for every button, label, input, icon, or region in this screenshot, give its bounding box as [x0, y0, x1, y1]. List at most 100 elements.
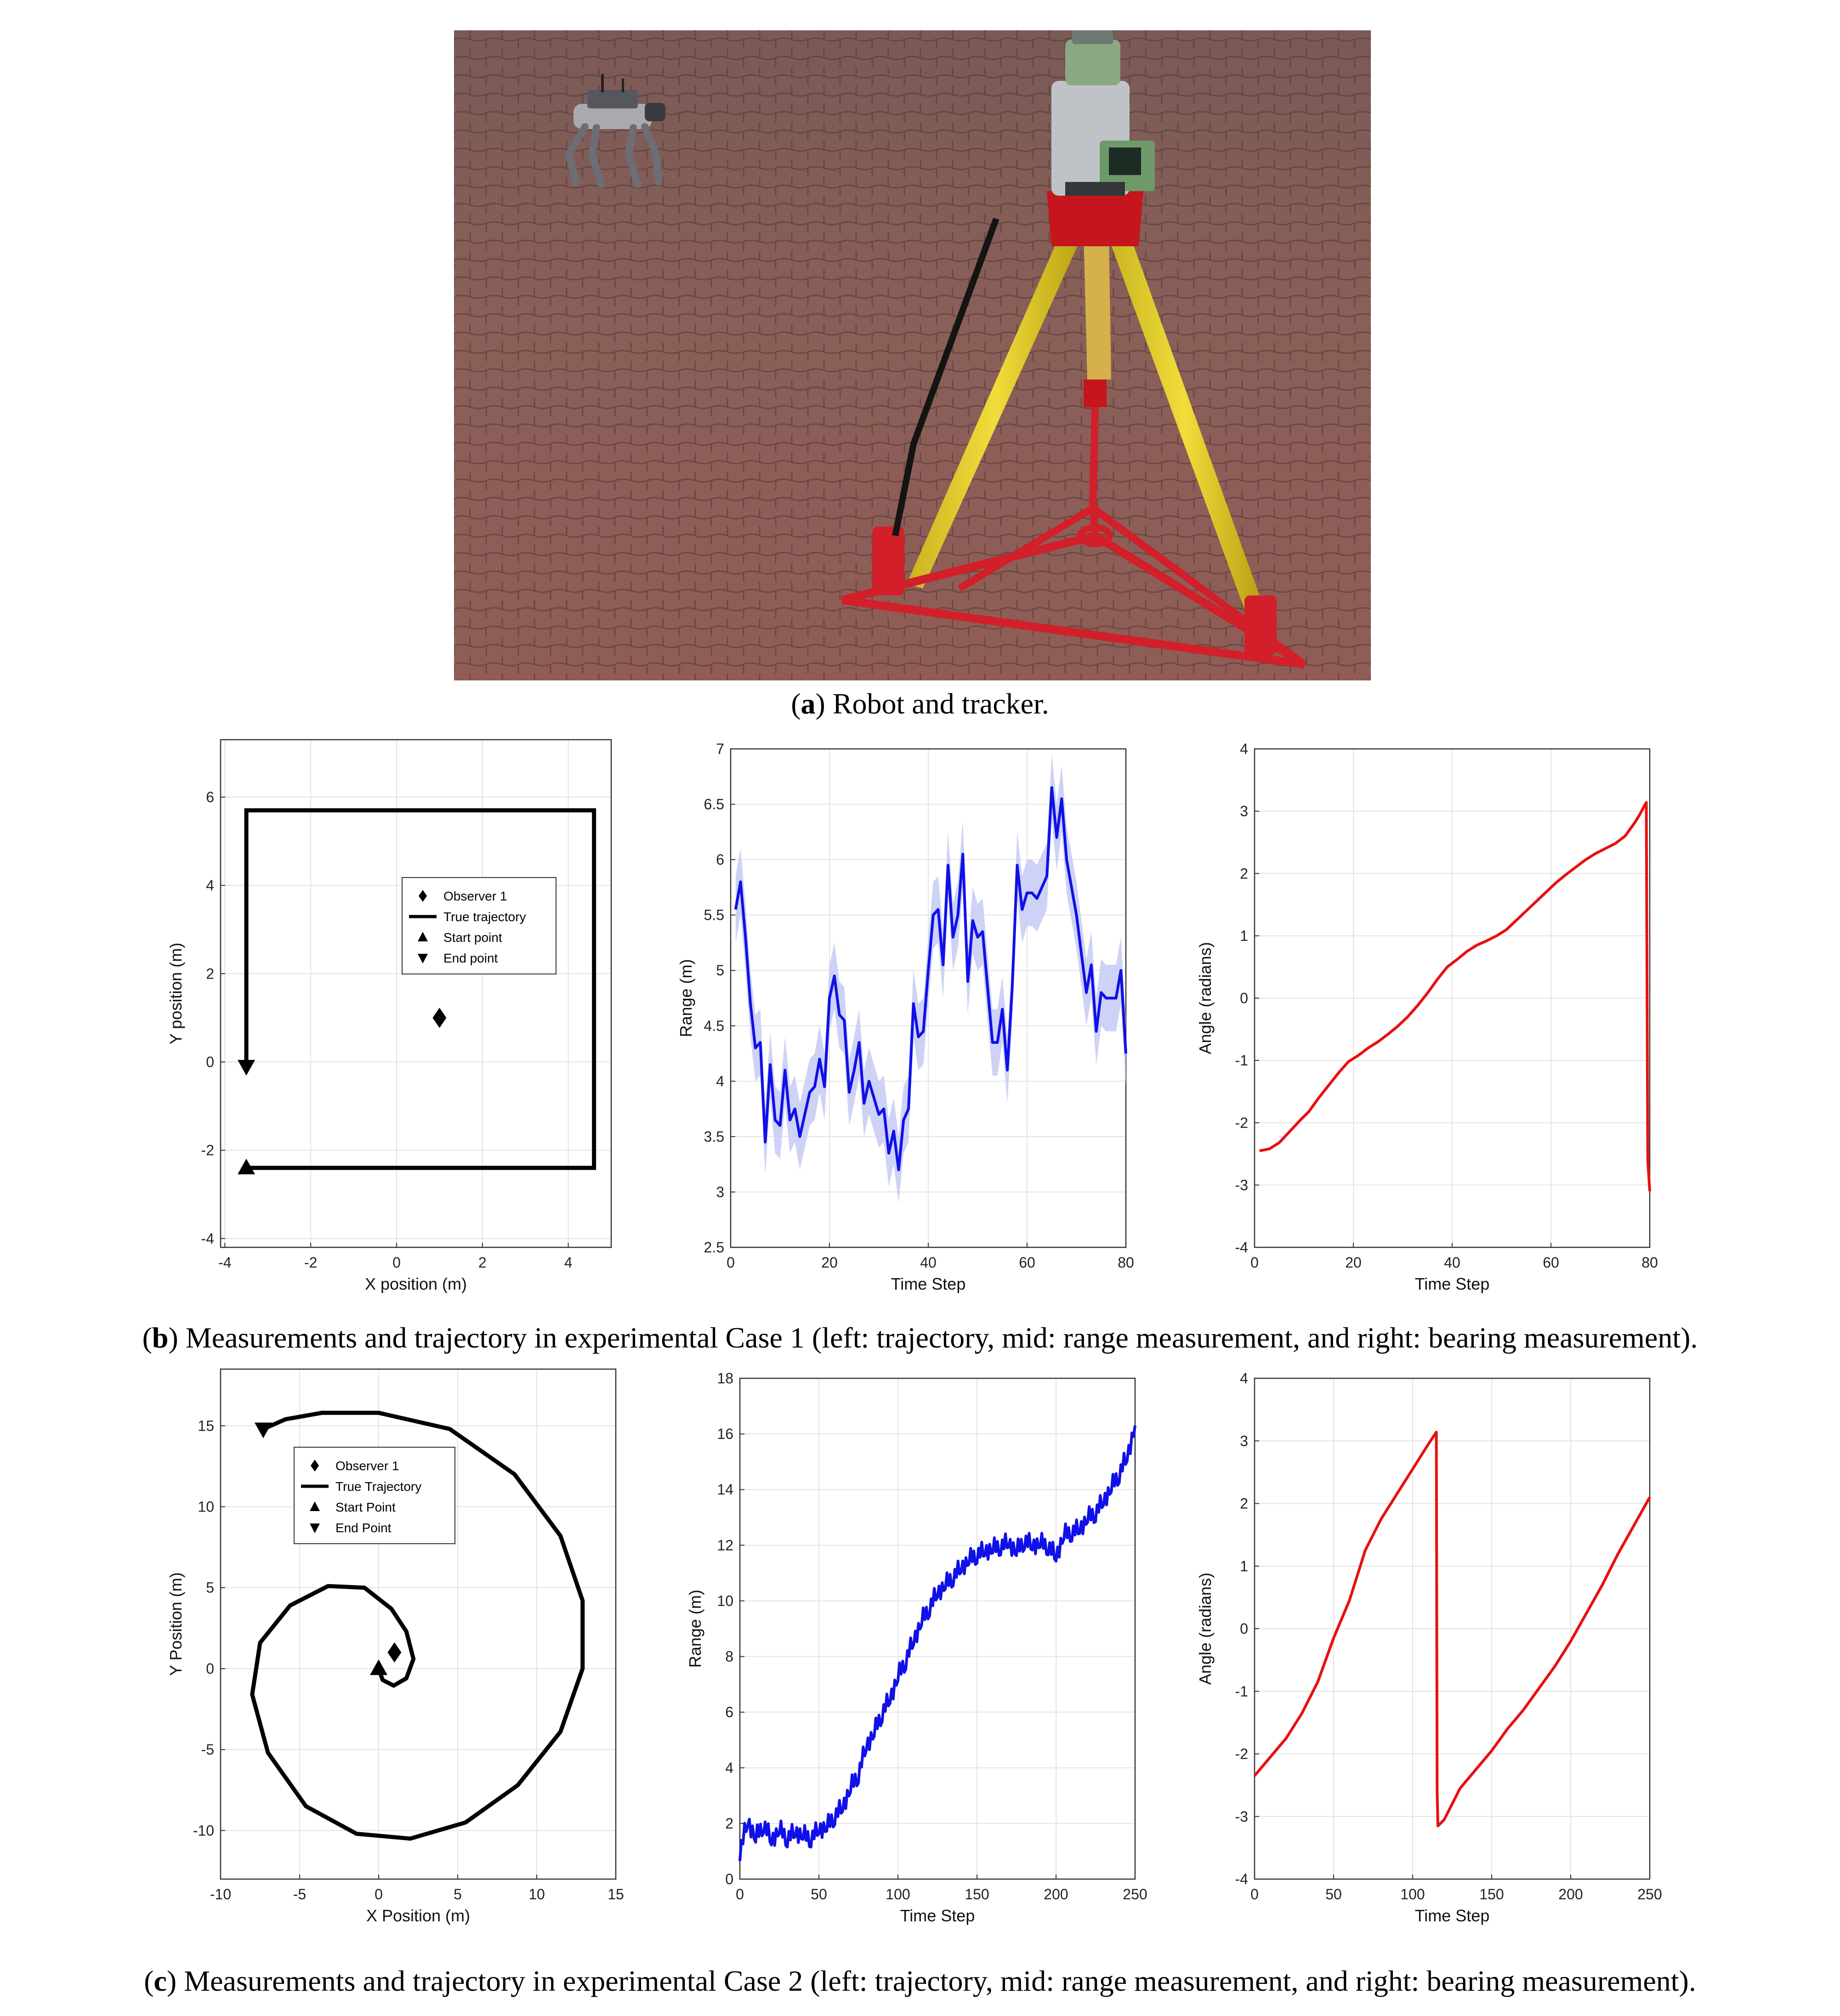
- caption-b-label: b: [152, 1321, 169, 1354]
- x-tick-label: 100: [1400, 1886, 1425, 1903]
- x-tick-label: 40: [920, 1254, 937, 1271]
- legend-entry: Start point: [443, 930, 502, 945]
- y-tick-label: 1: [1240, 1558, 1248, 1574]
- x-tick-label: 0: [727, 1254, 735, 1271]
- x-tick-label: 80: [1118, 1254, 1134, 1271]
- y-tick-label: 7: [716, 741, 724, 757]
- y-tick-label: 10: [717, 1592, 733, 1609]
- y-tick-label: 2.5: [704, 1239, 724, 1256]
- y-axis-label: Y position (m): [166, 943, 185, 1044]
- y-tick-label: 12: [717, 1537, 733, 1553]
- chart-c3-bearing: 0 50 100 150 200 250 -4 -3 -2 -1 0 1 2 3 4 Time Step Ang…: [1196, 1370, 1662, 1925]
- axes-box: [1254, 748, 1651, 1248]
- x-tick-label: 15: [608, 1886, 624, 1903]
- robot-dog: [565, 74, 665, 188]
- y-axis-label: Angle (radians): [1196, 942, 1215, 1054]
- x-tick-label: 10: [528, 1886, 545, 1903]
- y-tick-label: 5.5: [704, 907, 724, 923]
- start-marker: [238, 1159, 256, 1175]
- y-tick-label: 6: [206, 789, 214, 805]
- legend-box: [294, 1447, 455, 1544]
- y-tick-label: 4: [725, 1760, 733, 1776]
- x-tick-label: 40: [1444, 1254, 1460, 1271]
- x-axis-label: Time Step: [891, 1274, 966, 1293]
- y-tick-label: 4: [1240, 741, 1248, 757]
- y-tick-label: -4: [201, 1230, 214, 1247]
- x-tick-label: 0: [736, 1886, 744, 1903]
- x-axis-label: Time Step: [1415, 1274, 1490, 1293]
- true-trajectory-line: [250, 1410, 585, 1841]
- y-tick-label: 2: [1240, 1495, 1248, 1512]
- confidence-band: [735, 754, 1126, 1203]
- legend-entry: End Point: [335, 1521, 392, 1535]
- x-tick-label: 150: [1479, 1886, 1504, 1903]
- y-tick-label: -4: [1235, 1239, 1248, 1256]
- x-tick-label: 60: [1019, 1254, 1035, 1271]
- chart-b1-trajectory: -4 -2 0 2 4 -4 -2 0 2 4 6 X position (m) Y position …: [166, 739, 612, 1293]
- legend-observer-marker: [311, 1460, 319, 1472]
- x-tick-label: -5: [293, 1886, 306, 1903]
- y-tick-label: -2: [201, 1142, 214, 1159]
- y-tick-label: 2: [1240, 865, 1248, 882]
- y-tick-label: 18: [717, 1370, 733, 1387]
- legend-end-marker: [418, 954, 428, 963]
- y-tick-label: 5: [716, 962, 724, 979]
- y-tick-label: 4: [716, 1073, 724, 1089]
- start-marker: [370, 1659, 387, 1675]
- y-tick-label: 16: [717, 1426, 733, 1442]
- x-axis-label: X Position (m): [366, 1906, 470, 1925]
- chart-c2-range: 0 50 100 150 200 250 0 2 4 6 8 10 12 14 16 18 Time Step R…: [686, 1370, 1147, 1925]
- x-axis-label: Time Step: [900, 1906, 975, 1925]
- y-tick-label: 0: [725, 1871, 733, 1887]
- x-tick-label: 150: [965, 1886, 989, 1903]
- series-line: [734, 786, 1127, 1172]
- axes-box: [739, 1377, 1136, 1880]
- x-tick-label: 0: [375, 1886, 383, 1903]
- y-axis-label: Y Position (m): [166, 1572, 185, 1676]
- y-tick-label: -3: [1235, 1808, 1248, 1825]
- y-tick-label: -10: [193, 1822, 214, 1839]
- y-tick-label: -4: [1235, 1871, 1248, 1887]
- caption-c-text: ) Measurements and trajectory in experim…: [166, 1965, 1696, 1997]
- x-axis-label: X position (m): [365, 1274, 467, 1293]
- legend-end-marker: [310, 1523, 320, 1533]
- y-tick-label: 0: [206, 1660, 214, 1677]
- observer-marker: [387, 1642, 402, 1663]
- axes-box: [220, 1368, 617, 1880]
- x-tick-label: 0: [392, 1254, 401, 1271]
- chart-b2-range: 0 20 40 60 80 2.5 3 3.5 4 4.5 5 5.5 6 6.5 7 Time Step Ra…: [676, 741, 1134, 1293]
- caption-c: (c) Measurements and trajectory in exper…: [144, 1965, 1696, 1997]
- y-tick-label: 0: [206, 1053, 214, 1070]
- y-tick-label: 5: [206, 1580, 214, 1596]
- x-tick-label: 100: [886, 1886, 910, 1903]
- end-marker: [254, 1422, 272, 1438]
- x-tick-label: 60: [1543, 1254, 1559, 1271]
- true-trajectory-line: [244, 808, 596, 1170]
- y-tick-label: -2: [1235, 1746, 1248, 1762]
- y-tick-label: 2: [206, 965, 214, 982]
- y-tick-label: 14: [717, 1481, 733, 1498]
- y-axis-label: Angle (radians): [1196, 1573, 1215, 1685]
- chart-b3-bearing: 0 20 40 60 80 -4 -3 -2 -1 0 1 2 3 4 Time Step Angle (ra…: [1196, 741, 1658, 1293]
- y-tick-label: 4.5: [704, 1018, 724, 1034]
- y-tick-label: -1: [1235, 1052, 1248, 1069]
- chart-c1-trajectory: -10 -5 0 5 10 15 -10 -5 0 5 10 15 X Position (m) Y Po…: [166, 1368, 624, 1925]
- y-tick-label: -2: [1235, 1115, 1248, 1131]
- axes-box: [220, 739, 612, 1248]
- end-marker: [238, 1060, 256, 1076]
- x-tick-label: 250: [1123, 1886, 1147, 1903]
- legend-entry: End point: [443, 951, 498, 965]
- x-tick-label: 80: [1641, 1254, 1658, 1271]
- y-tick-label: 1: [1240, 928, 1248, 944]
- y-tick-label: 15: [198, 1417, 214, 1434]
- series-line: [738, 1425, 1136, 1861]
- y-tick-label: 3: [716, 1184, 724, 1200]
- y-tick-label: 6.5: [704, 796, 724, 813]
- x-tick-label: -10: [210, 1886, 231, 1903]
- y-tick-label: 4: [206, 877, 214, 894]
- series-line: [1259, 801, 1651, 1192]
- x-tick-label: -2: [304, 1254, 317, 1271]
- y-axis-label: Range (m): [686, 1590, 704, 1668]
- legend-start-marker: [418, 932, 428, 941]
- y-tick-label: 4: [1240, 1370, 1248, 1387]
